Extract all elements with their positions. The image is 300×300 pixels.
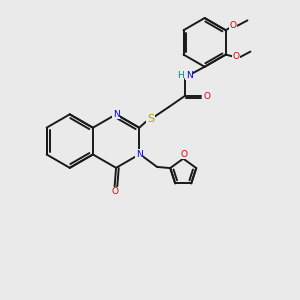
Text: O: O: [204, 92, 211, 101]
Text: N: N: [186, 70, 193, 80]
Text: H: H: [177, 70, 184, 80]
Text: O: O: [232, 52, 240, 62]
Text: N: N: [113, 110, 119, 119]
Text: N: N: [136, 150, 142, 159]
Text: S: S: [147, 114, 154, 124]
Text: O: O: [180, 150, 187, 159]
Text: O: O: [111, 187, 118, 196]
Text: O: O: [230, 21, 237, 30]
